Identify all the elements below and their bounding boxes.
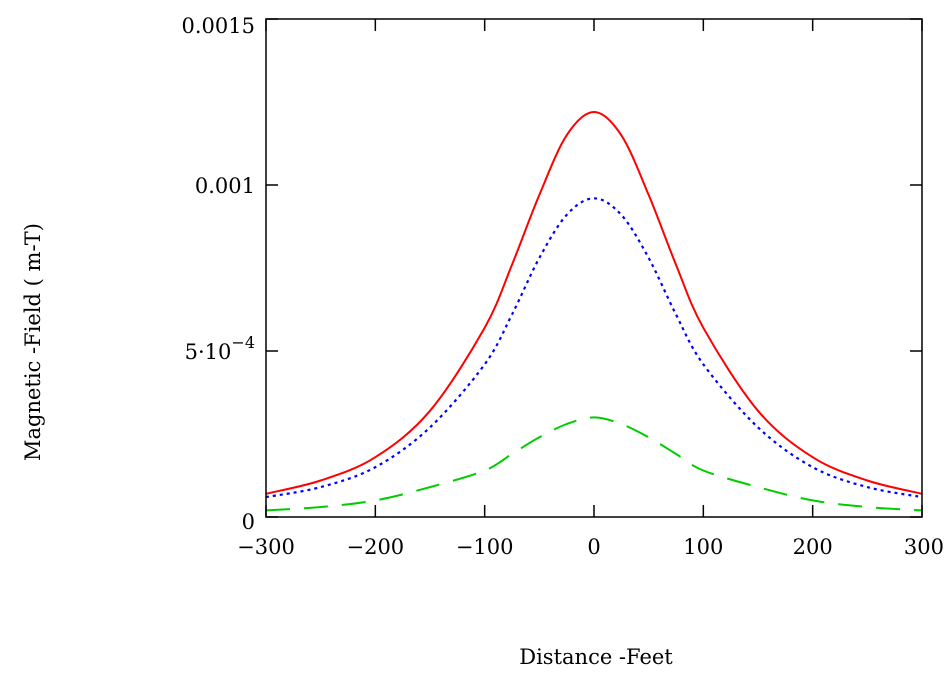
x-tick-label-2: −100: [456, 535, 514, 559]
x-axis-title: Distance -Feet: [519, 645, 673, 669]
series-line-2: [265, 197, 923, 499]
plot-frame: [265, 18, 923, 518]
ticks-layer: [265, 18, 923, 518]
x-tick-label-3: 0: [587, 535, 600, 559]
x-tick-label-1: −200: [346, 535, 404, 559]
series-line-1: [265, 110, 923, 495]
y-axis-title: Magnetic -Field ( m-T): [21, 223, 45, 461]
y-tick-label-0: 0: [242, 510, 255, 534]
y-tick-label-3: 0.0015: [182, 14, 255, 38]
series-layer: [265, 110, 923, 512]
x-tick-label-4: 100: [683, 535, 723, 559]
x-tick-label-6: 300: [904, 535, 944, 559]
y-tick-label-1: 5·10−4: [185, 333, 255, 364]
y-tick-labels: 0 5·10−4 0.001 0.0015: [182, 14, 255, 534]
y-tick-label-2: 0.001: [195, 174, 255, 198]
x-tick-labels: −300 −200 −100 0 100 200 300: [237, 535, 944, 559]
series-line-3: [265, 416, 923, 512]
x-tick-label-0: −300: [237, 535, 295, 559]
x-tick-label-5: 200: [793, 535, 833, 559]
